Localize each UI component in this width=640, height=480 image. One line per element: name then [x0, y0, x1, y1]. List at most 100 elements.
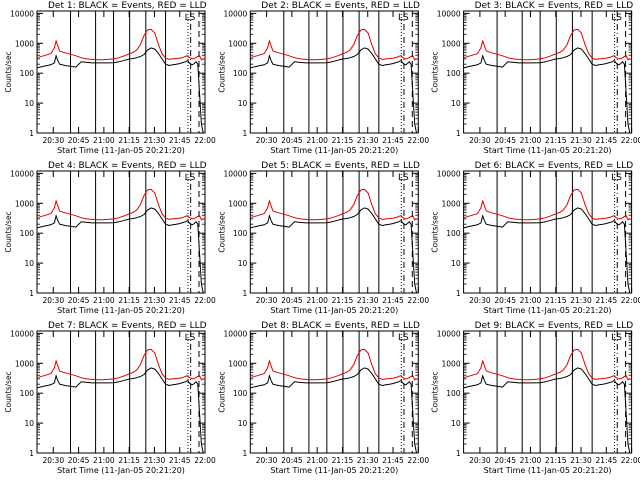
y-tick-label: 1 [243, 129, 248, 138]
y-tick-label: 10000 [10, 9, 34, 18]
x-tick-label: 21:45 [169, 136, 191, 145]
x-tick-label: 21:00 [520, 296, 542, 305]
x-tick-label: 21:45 [169, 456, 191, 465]
chart-panel-9: Det 9: BLACK = Events, RED = LLD 1 10 100 10… [431, 321, 640, 475]
y-tick-label: 10000 [10, 329, 34, 338]
y-tick-label: 1 [243, 289, 248, 298]
x-tick-label: 20:30 [256, 136, 278, 145]
plot-frame [249, 330, 419, 454]
x-tick-label: 20:45 [281, 296, 303, 305]
x-tick-label: 21:45 [596, 456, 618, 465]
x-tick-label: 21:15 [118, 456, 140, 465]
y-tick-label: 100 [20, 69, 35, 78]
y-tick-label: 10 [24, 99, 34, 108]
plot-frame [36, 10, 206, 134]
x-tick-label: 22:00 [621, 296, 640, 305]
x-tick-label: 21:00 [520, 456, 542, 465]
x-tick-label: 21:15 [545, 136, 567, 145]
chart-panel-4: Det 4: BLACK = Events, RED = LLD 1 10 100 10… [4, 161, 216, 315]
x-tick-label: 22:00 [621, 136, 640, 145]
y-tick-label: 10 [24, 419, 34, 428]
x-tick-label: 21:15 [332, 136, 354, 145]
y-tick-label: 1 [29, 129, 34, 138]
x-tick-label: 21:45 [382, 456, 404, 465]
x-axis-label: Start Time (11-Jan-05 20:21:20) [57, 466, 185, 475]
ls-annotation: LS [398, 173, 409, 183]
x-tick-label: 21:45 [382, 136, 404, 145]
x-tick-label: 22:00 [407, 296, 429, 305]
x-tick-label: 20:30 [256, 456, 278, 465]
y-axis-label: Counts/sec [217, 51, 226, 92]
series-line-events [463, 367, 632, 454]
plot-frame [36, 170, 206, 294]
x-tick-label: 20:30 [469, 456, 491, 465]
panel-title: Det 8: BLACK = Events, RED = LLD [261, 321, 420, 331]
y-tick-label: 10 [24, 259, 34, 268]
series-line-lld [463, 188, 632, 221]
ls-annotation: LS [611, 333, 622, 343]
chart-panel-8: Det 8: BLACK = Events, RED = LLD 1 10 100 10… [217, 321, 429, 475]
x-tick-label: 20:45 [494, 296, 516, 305]
y-tick-label: 10000 [10, 169, 34, 178]
panel-title: Det 3: BLACK = Events, RED = LLD [475, 1, 634, 11]
y-tick-label: 100 [20, 389, 35, 398]
y-axis-label: Counts/sec [217, 211, 226, 252]
x-tick-label: 20:45 [68, 456, 90, 465]
y-tick-label: 10000 [437, 9, 461, 18]
panel-title: Det 5: BLACK = Events, RED = LLD [261, 161, 420, 171]
series-line-events [36, 207, 205, 294]
y-tick-label: 1000 [228, 199, 247, 208]
x-tick-label: 22:00 [621, 456, 640, 465]
x-axis-label: Start Time (11-Jan-05 20:21:20) [270, 146, 398, 155]
panel-title: Det 6: BLACK = Events, RED = LLD [475, 161, 634, 171]
y-axis-label: Counts/sec [4, 51, 13, 92]
y-tick-label: 10 [238, 99, 248, 108]
y-tick-label: 10000 [437, 329, 461, 338]
plot-frame [463, 330, 633, 454]
plot-frame [249, 170, 419, 294]
x-tick-label: 22:00 [194, 136, 216, 145]
x-tick-label: 22:00 [194, 456, 216, 465]
y-tick-label: 10 [451, 259, 461, 268]
x-tick-label: 21:30 [357, 296, 379, 305]
x-tick-label: 20:30 [256, 296, 278, 305]
x-tick-label: 20:45 [281, 136, 303, 145]
y-axis-label: Counts/sec [217, 371, 226, 412]
x-tick-label: 21:45 [169, 296, 191, 305]
y-tick-label: 100 [446, 229, 461, 238]
x-tick-label: 21:00 [306, 296, 328, 305]
x-axis-label: Start Time (11-Jan-05 20:21:20) [270, 306, 398, 315]
y-tick-label: 1000 [228, 39, 247, 48]
ls-annotation: LS [185, 173, 196, 183]
series-line-events [36, 47, 205, 134]
y-tick-label: 1000 [15, 359, 34, 368]
ls-annotation: LS [611, 13, 622, 23]
x-tick-label: 21:30 [144, 456, 166, 465]
plot-frame [36, 330, 206, 454]
y-tick-label: 10 [451, 419, 461, 428]
panel-title: Det 1: BLACK = Events, RED = LLD [48, 1, 207, 11]
x-tick-label: 20:30 [42, 136, 64, 145]
x-tick-label: 20:45 [494, 136, 516, 145]
series-line-events [36, 367, 205, 454]
x-tick-label: 21:00 [520, 136, 542, 145]
x-axis-label: Start Time (11-Jan-05 20:21:20) [270, 466, 398, 475]
x-axis-label: Start Time (11-Jan-05 20:21:20) [484, 466, 612, 475]
x-tick-label: 20:30 [469, 136, 491, 145]
y-tick-label: 10 [238, 419, 248, 428]
y-axis-label: Counts/sec [431, 371, 440, 412]
x-tick-label: 21:30 [357, 136, 379, 145]
x-tick-label: 20:30 [469, 296, 491, 305]
series-line-events [463, 207, 632, 294]
x-axis-label: Start Time (11-Jan-05 20:21:20) [484, 146, 612, 155]
series-line-lld [36, 348, 205, 381]
x-tick-label: 21:30 [570, 136, 592, 145]
x-tick-label: 20:45 [494, 456, 516, 465]
y-tick-label: 1000 [15, 199, 34, 208]
x-axis-label: Start Time (11-Jan-05 20:21:20) [484, 306, 612, 315]
x-tick-label: 21:30 [570, 456, 592, 465]
ls-annotation: LS [611, 173, 622, 183]
chart-panel-3: Det 3: BLACK = Events, RED = LLD 1 10 100 10… [431, 1, 640, 155]
series-line-events [250, 47, 419, 134]
